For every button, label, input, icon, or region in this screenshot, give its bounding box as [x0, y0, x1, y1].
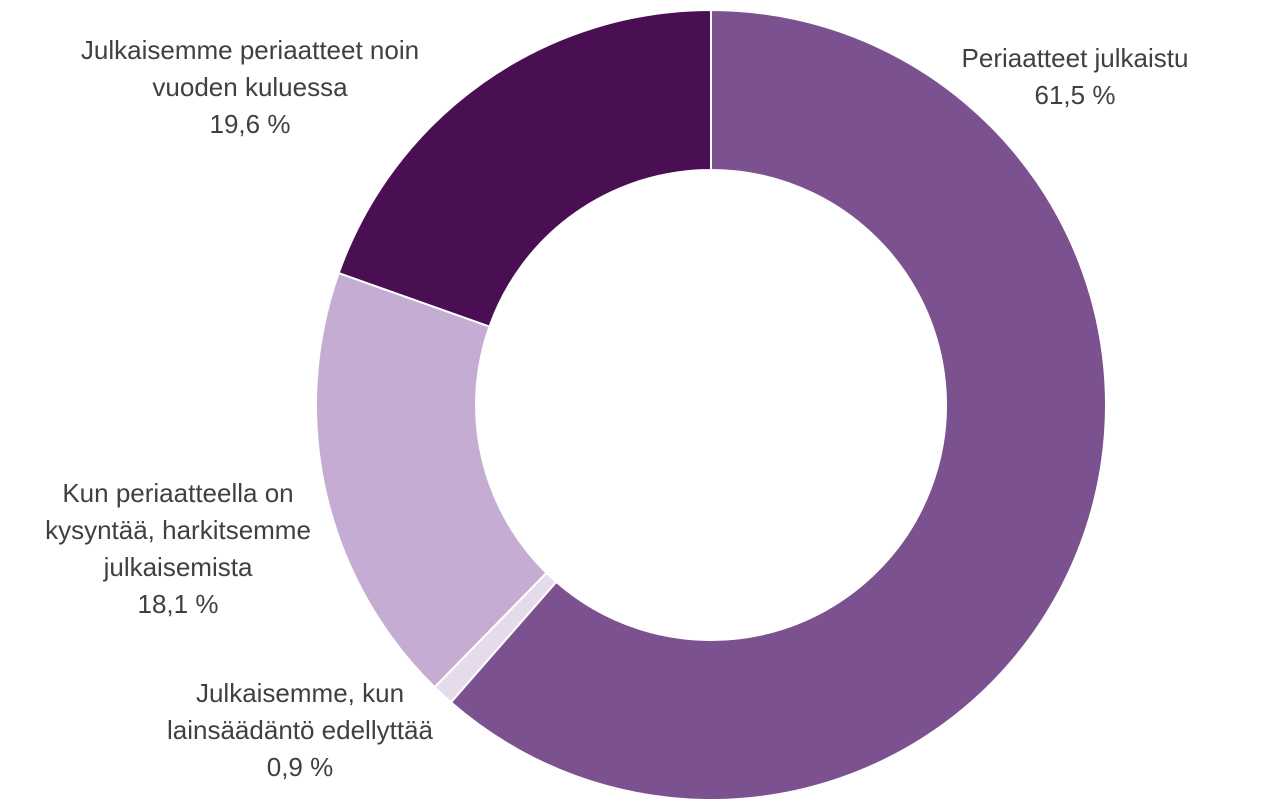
category-label: Periaatteet julkaistu [961, 43, 1189, 73]
value-label: 18,1 % [137, 589, 219, 619]
slice-label: Kun periaatteella on kysyntää, harkitsem… [18, 475, 338, 623]
value-label: 19,6 % [209, 109, 291, 139]
category-label: Kun periaatteella on kysyntää, harkitsem… [45, 478, 311, 582]
value-label: 61,5 % [1034, 80, 1116, 110]
donut-slice [449, 8, 1107, 799]
value-label: 0,9 % [266, 752, 334, 782]
category-label: Julkaisemme periaatteet noin vuoden kulu… [80, 35, 420, 102]
slice-label: Periaatteet julkaistu 61,5 % [925, 40, 1225, 114]
donut-slice [315, 271, 548, 689]
slice-label: Julkaisemme, kun lainsäädäntö edellyttää… [135, 675, 465, 786]
slice-label: Julkaisemme periaatteet noin vuoden kulu… [40, 32, 460, 143]
donut-slice [337, 8, 712, 328]
category-label: Julkaisemme, kun lainsäädäntö edellyttää [167, 678, 433, 745]
